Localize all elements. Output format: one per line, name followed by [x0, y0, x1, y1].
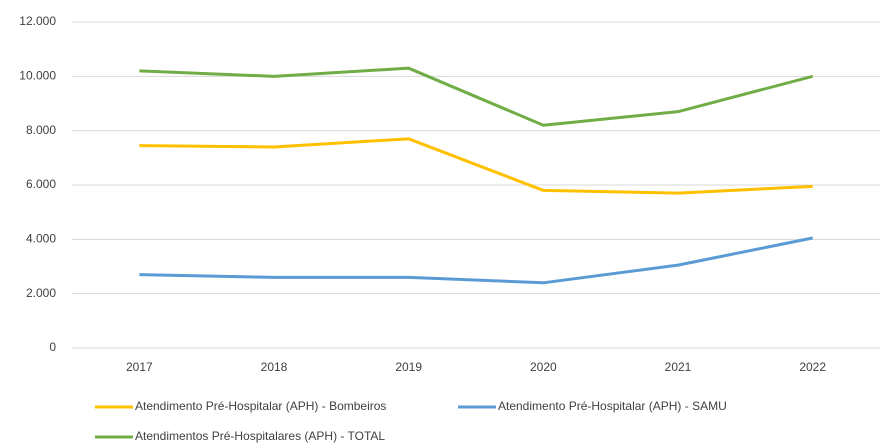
- x-tick-label: 2020: [530, 360, 557, 374]
- legend-label: Atendimento Pré-Hospitalar (APH) - Bombe…: [135, 399, 386, 413]
- y-tick-label: 10.000: [19, 69, 56, 83]
- x-tick-label: 2021: [665, 360, 692, 374]
- y-tick-label: 12.000: [19, 14, 56, 28]
- legend-label: Atendimentos Pré-Hospitalares (APH) - TO…: [135, 429, 385, 443]
- x-tick-label: 2018: [261, 360, 288, 374]
- y-tick-label: 8.000: [26, 123, 56, 137]
- series-line: [139, 236, 813, 285]
- series-line: [139, 66, 814, 127]
- series-line: [139, 137, 813, 195]
- legend-label: Atendimento Pré-Hospitalar (APH) - SAMU: [498, 399, 727, 413]
- y-tick-label: 6.000: [26, 177, 56, 191]
- y-tick-label: 0: [49, 340, 56, 354]
- y-tick-label: 4.000: [26, 232, 56, 246]
- x-tick-label: 2019: [395, 360, 422, 374]
- x-tick-label: 2022: [799, 360, 826, 374]
- y-tick-label: 2.000: [26, 286, 56, 300]
- x-tick-label: 2017: [126, 360, 153, 374]
